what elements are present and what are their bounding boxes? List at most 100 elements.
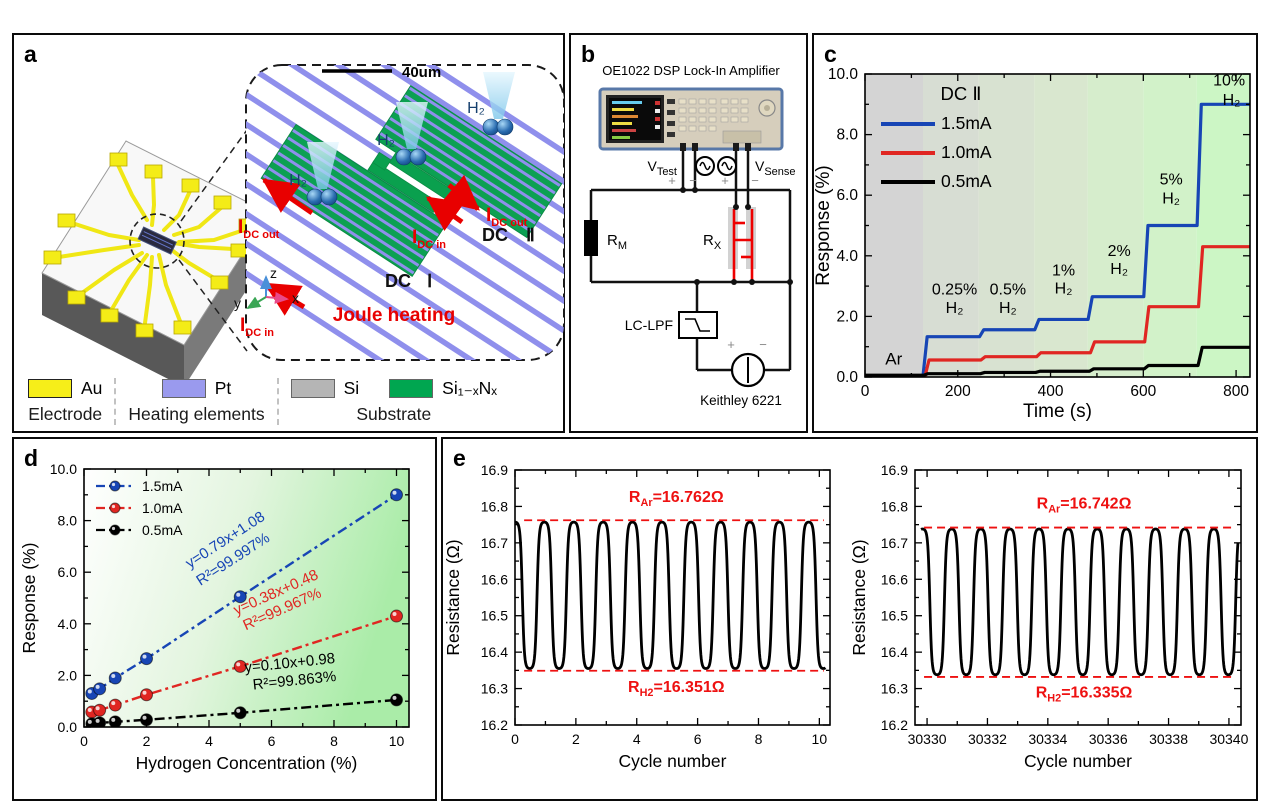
svg-text:2.0: 2.0 bbox=[836, 308, 858, 325]
device-schematic-drawing: 40um H₂ H₂ H₂ IDC out IDC in IDC in IDC … bbox=[41, 64, 565, 387]
svg-text:16.8: 16.8 bbox=[481, 498, 508, 514]
rm-label: RM bbox=[607, 232, 627, 252]
current-source-icon bbox=[730, 352, 766, 388]
svg-text:16.9: 16.9 bbox=[481, 462, 508, 478]
idc-in-label-bottom: IDC in bbox=[240, 315, 274, 339]
au-swatch bbox=[28, 379, 72, 398]
svg-text:0: 0 bbox=[511, 731, 519, 747]
si-swatch bbox=[290, 379, 335, 398]
svg-text:Resistance (Ω): Resistance (Ω) bbox=[851, 539, 869, 655]
legend-item-au: Au Electrode bbox=[28, 378, 102, 425]
svg-text:30338: 30338 bbox=[1149, 731, 1188, 747]
low-pass-filter bbox=[678, 311, 718, 339]
svg-text:H₂: H₂ bbox=[1223, 92, 1241, 109]
panel-a-device-schematic: a bbox=[12, 33, 565, 433]
svg-text:+: + bbox=[727, 337, 735, 352]
junction-dots bbox=[680, 187, 793, 285]
svg-text:10.0: 10.0 bbox=[828, 66, 859, 83]
svg-text:0.0: 0.0 bbox=[58, 719, 78, 735]
svg-text:2%: 2% bbox=[1108, 243, 1131, 260]
panel-label-b: b bbox=[581, 41, 596, 67]
svg-text:800: 800 bbox=[1223, 383, 1249, 400]
legend-item-pt: Pt Heating elements bbox=[128, 378, 264, 425]
svg-text:H₂: H₂ bbox=[1055, 281, 1073, 298]
svg-text:16.4: 16.4 bbox=[881, 644, 908, 660]
svg-text:30330: 30330 bbox=[908, 731, 947, 747]
svg-text:4.0: 4.0 bbox=[836, 248, 858, 265]
svg-text:16.6: 16.6 bbox=[481, 571, 508, 587]
dc2-roman: Ⅱ bbox=[526, 225, 535, 245]
legend-item-substrate: Si Si₁₋ₓNₓ Substrate bbox=[290, 378, 497, 425]
legend-divider bbox=[114, 378, 117, 425]
svg-text:H₂: H₂ bbox=[1110, 261, 1128, 278]
svg-text:−: − bbox=[751, 173, 759, 188]
svg-text:RAr=16.742Ω: RAr=16.742Ω bbox=[1037, 495, 1132, 515]
svg-text:5%: 5% bbox=[1160, 172, 1183, 189]
svg-text:Cycle number: Cycle number bbox=[619, 751, 727, 771]
chart-e-right: 30330 30332 30334 30336 30338 30340 16.2 16.3 16… bbox=[851, 462, 1249, 771]
svg-text:4.0: 4.0 bbox=[58, 616, 78, 632]
dc2-label: DC bbox=[482, 225, 508, 245]
h2-label: H₂ bbox=[467, 100, 485, 117]
svg-text:2.0: 2.0 bbox=[58, 667, 78, 683]
ac-source-icon bbox=[695, 156, 737, 176]
idc-in-label-middle: IDC in bbox=[412, 227, 446, 251]
svg-text:Hydrogen Concentration (%): Hydrogen Concentration (%) bbox=[136, 753, 358, 773]
svg-text:16.5: 16.5 bbox=[881, 608, 908, 624]
svg-text:1.5mA: 1.5mA bbox=[142, 478, 183, 494]
svg-text:2: 2 bbox=[143, 733, 151, 749]
svg-text:16.7: 16.7 bbox=[481, 535, 508, 551]
svg-text:16.9: 16.9 bbox=[881, 462, 908, 478]
svg-text:16.2: 16.2 bbox=[481, 717, 508, 733]
callout-line-bottom bbox=[178, 259, 248, 352]
chart-e-left: 0 2 4 6 8 10 16.2 16.3 16.4 16.5 16.6 16.7 16.8 16.9 C… bbox=[443, 462, 831, 771]
panel-c-response-time-chart: c 0 200 400 600 800 0.0 2.0 4.0 6.0 8.0 10.0 Time (… bbox=[812, 33, 1258, 433]
callout-line-top bbox=[180, 129, 248, 222]
svg-text:8.0: 8.0 bbox=[836, 127, 858, 144]
svg-text:0.25%: 0.25% bbox=[932, 282, 977, 299]
keithley-label: Keithley 6221 bbox=[700, 393, 782, 408]
svg-text:16.6: 16.6 bbox=[881, 571, 908, 587]
chart-c: 0 200 400 600 800 0.0 2.0 4.0 6.0 8.0 10.0 Time (s)… bbox=[814, 66, 1251, 422]
svg-text:Time (s): Time (s) bbox=[1023, 401, 1092, 422]
h2-label: H₂ bbox=[289, 172, 307, 189]
svg-text:8.0: 8.0 bbox=[58, 513, 78, 529]
low-pass-icon bbox=[685, 318, 710, 332]
idc-out-label-left: IDC out bbox=[238, 217, 280, 241]
svg-text:10: 10 bbox=[812, 731, 828, 747]
svg-text:RH2=16.335Ω: RH2=16.335Ω bbox=[1036, 685, 1133, 705]
svg-text:RAr=16.762Ω: RAr=16.762Ω bbox=[629, 489, 724, 509]
substrate-role: Substrate bbox=[356, 404, 432, 424]
svg-text:16.2: 16.2 bbox=[881, 717, 908, 733]
svg-text:6: 6 bbox=[268, 733, 276, 749]
panel-label-a: a bbox=[24, 41, 37, 67]
svg-text:Ar: Ar bbox=[885, 349, 902, 368]
pt-label: Pt bbox=[214, 378, 232, 398]
svg-text:4: 4 bbox=[633, 731, 641, 747]
chart-d: 0 2 4 6 8 10 0.0 2.0 4.0 6.0 8.0 10.0 Hydrogen Conce… bbox=[19, 461, 410, 773]
svg-text:0.5mA: 0.5mA bbox=[142, 522, 183, 538]
lock-in-amplifier-graphic bbox=[598, 87, 784, 151]
h2-molecules bbox=[306, 118, 514, 206]
svg-text:200: 200 bbox=[945, 383, 971, 400]
svg-text:H₂: H₂ bbox=[1162, 191, 1180, 208]
gold-traces bbox=[57, 163, 249, 325]
svg-text:1.0mA: 1.0mA bbox=[142, 500, 183, 516]
svg-text:16.3: 16.3 bbox=[481, 681, 508, 697]
panel-label-d: d bbox=[24, 445, 39, 471]
svg-text:10%: 10% bbox=[1213, 73, 1245, 90]
svg-text:0.5%: 0.5% bbox=[990, 282, 1026, 299]
legend-divider bbox=[276, 378, 279, 425]
svg-text:+: + bbox=[668, 173, 676, 188]
svg-text:−: − bbox=[689, 173, 697, 188]
joule-heating-label: Joule heating bbox=[333, 305, 455, 326]
svg-text:H₂: H₂ bbox=[946, 300, 964, 317]
sin-swatch bbox=[389, 379, 434, 398]
svg-text:RH2=16.351Ω: RH2=16.351Ω bbox=[628, 679, 725, 699]
panel-e-stability-charts: e 0 2 4 6 8 10 16.2 16.3 16.4 16.5 16.6 16.7 16.8 16.… bbox=[441, 437, 1258, 801]
svg-text:0.5mA: 0.5mA bbox=[941, 171, 992, 191]
svg-text:1%: 1% bbox=[1052, 262, 1075, 279]
svg-text:−: − bbox=[759, 337, 767, 352]
svg-text:16.7: 16.7 bbox=[881, 535, 908, 551]
svg-text:16.4: 16.4 bbox=[481, 644, 508, 660]
